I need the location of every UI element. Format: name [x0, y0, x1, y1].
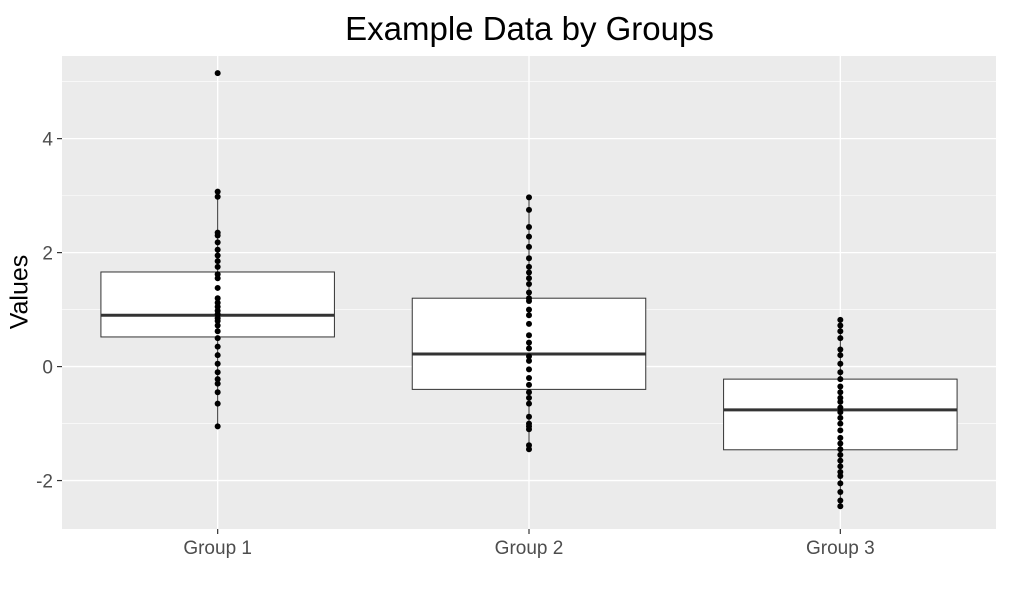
data-point	[214, 263, 221, 270]
data-point	[526, 446, 532, 453]
data-point	[214, 193, 221, 200]
data-point	[837, 480, 844, 487]
data-point	[837, 503, 844, 510]
data-point	[526, 413, 532, 420]
data-point	[526, 298, 532, 305]
data-point	[214, 295, 221, 302]
data-point	[526, 345, 532, 352]
data-point	[214, 328, 221, 335]
data-point	[837, 322, 844, 329]
data-point	[526, 394, 532, 401]
data-point	[526, 269, 532, 276]
data-point	[526, 306, 532, 313]
data-point	[526, 312, 532, 319]
data-point	[526, 255, 532, 262]
data-point	[214, 343, 221, 350]
data-point	[214, 376, 221, 383]
data-point	[837, 376, 844, 383]
data-point	[526, 223, 532, 230]
data-point	[837, 398, 844, 405]
data-point	[214, 360, 221, 367]
data-point	[837, 389, 844, 396]
data-point	[837, 497, 844, 504]
data-point	[214, 188, 221, 195]
data-point	[837, 409, 844, 416]
data-point	[837, 457, 844, 464]
y-tick-label: -2	[36, 472, 53, 493]
data-point	[837, 352, 844, 359]
y-tick-label: 2	[42, 244, 53, 265]
data-point	[526, 381, 532, 388]
data-point	[526, 389, 532, 396]
x-tick-label: Group 2	[495, 538, 564, 559]
data-point	[526, 357, 532, 364]
data-point	[526, 263, 532, 270]
data-point	[214, 239, 221, 246]
data-point	[214, 252, 221, 259]
data-point	[837, 440, 844, 447]
data-point	[214, 246, 221, 253]
data-point	[214, 352, 221, 359]
data-point	[837, 328, 844, 335]
data-point	[214, 400, 221, 407]
y-tick-label: 4	[42, 130, 53, 151]
data-point	[837, 335, 844, 342]
data-point	[214, 389, 221, 396]
data-point	[526, 233, 532, 240]
data-point	[526, 320, 532, 327]
data-point	[526, 243, 532, 250]
data-point	[214, 70, 221, 77]
data-point	[837, 414, 844, 421]
axes: -2 0 2 4 Group 1 Group 2 Group 3	[36, 130, 875, 559]
data-point	[526, 353, 532, 360]
data-point	[837, 446, 844, 453]
data-point	[526, 339, 532, 346]
data-point	[526, 374, 532, 381]
x-tick-label: Group 3	[806, 538, 875, 559]
data-points	[214, 70, 844, 510]
data-point	[214, 369, 221, 376]
data-point	[837, 346, 844, 353]
data-point	[214, 322, 221, 329]
data-point	[526, 194, 532, 201]
data-point	[526, 280, 532, 287]
data-point	[837, 404, 844, 411]
data-point	[837, 427, 844, 434]
data-point	[837, 488, 844, 495]
data-point	[214, 317, 221, 324]
data-point	[837, 473, 844, 480]
data-point	[837, 434, 844, 441]
data-point	[837, 360, 844, 367]
data-point	[214, 335, 221, 342]
data-point	[526, 206, 532, 213]
data-point	[526, 366, 532, 373]
data-point	[526, 332, 532, 339]
data-point	[214, 423, 221, 430]
data-point	[837, 369, 844, 376]
chart-title: Example Data by Groups	[345, 10, 714, 47]
data-point	[837, 451, 844, 458]
data-point	[526, 275, 532, 282]
data-point	[526, 289, 532, 296]
data-point	[837, 463, 844, 470]
data-point	[214, 232, 221, 239]
data-point	[214, 275, 221, 282]
data-point	[214, 284, 221, 291]
y-tick-label: 0	[42, 358, 53, 379]
data-point	[214, 258, 221, 265]
data-point	[837, 316, 844, 323]
data-point	[837, 383, 844, 390]
data-point	[837, 420, 844, 427]
x-tick-label: Group 1	[183, 538, 252, 559]
data-point	[526, 426, 532, 433]
data-point	[214, 380, 221, 387]
data-point	[526, 400, 532, 407]
